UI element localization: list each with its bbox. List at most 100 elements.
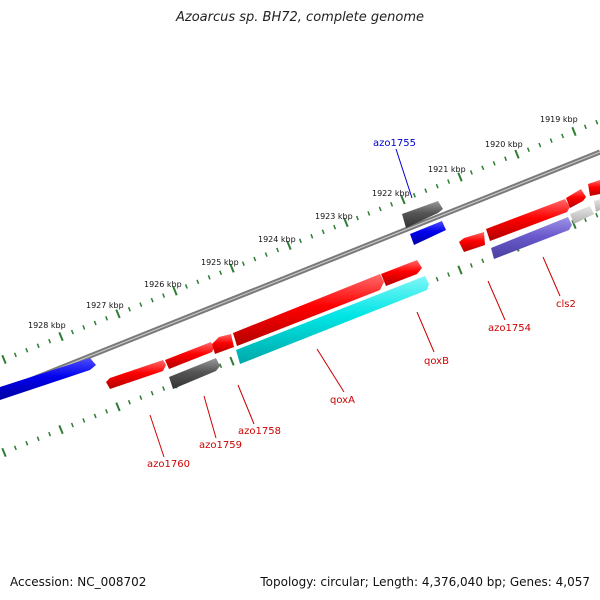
kbp-labels: 1919 kbp 1920 kbp 1921 kbp 1922 kbp 1923… (28, 115, 578, 330)
kbp-label-1921: 1921 kbp (428, 165, 466, 174)
scale-tick (105, 409, 109, 414)
inner-features (169, 199, 600, 389)
kbp-label-1924: 1924 kbp (258, 235, 296, 244)
gene-arrow-azo1754 (459, 232, 485, 252)
accession-text: Accession: NC_008702 (10, 575, 147, 589)
scale-tick (150, 297, 154, 303)
gene-arrow-purple (491, 217, 572, 259)
gene-label-azo1754[interactable]: azo1754 (488, 323, 531, 334)
scale-tick (196, 279, 200, 285)
scale-tick (139, 302, 143, 307)
outer-tick-scale (1, 119, 599, 364)
scale-tick (412, 192, 416, 198)
gene-arrow-azo1760 (106, 360, 166, 389)
gene-arrow-qoxA (233, 274, 384, 346)
gene-arrow-azo1755 (410, 221, 446, 245)
outer-features (0, 180, 600, 400)
gene-arrow-gray-lower (169, 358, 220, 389)
scale-tick (595, 212, 599, 218)
scale-tick (549, 138, 553, 143)
scale-tick (276, 247, 280, 253)
label-leaders (149, 148, 561, 458)
scale-tick (469, 263, 473, 268)
scale-tick (127, 399, 131, 405)
scale-tick (1, 447, 7, 457)
gene-label-cls2[interactable]: cls2 (556, 299, 576, 310)
scale-tick (447, 179, 451, 184)
gene-arrow-red-b (588, 180, 600, 196)
scale-tick (162, 293, 166, 298)
scale-tick (424, 188, 428, 193)
scale-tick (82, 418, 86, 423)
kbp-label-1922: 1922 kbp (372, 189, 410, 198)
scale-tick (70, 422, 74, 428)
scale-tick (481, 258, 485, 264)
gene-arrow-cls2 (486, 199, 570, 241)
scale-tick (253, 256, 257, 262)
gene-label-azo1760[interactable]: azo1760 (147, 459, 190, 470)
scale-tick (36, 436, 40, 442)
kbp-label-1928: 1928 kbp (28, 321, 66, 330)
scale-tick (333, 224, 337, 230)
gene-arrow-qoxB (381, 260, 422, 286)
gene-label-qoxA[interactable]: qoxA (330, 395, 355, 406)
kbp-label-1923: 1923 kbp (315, 212, 353, 221)
gene-label-azo1755[interactable]: azo1755 (373, 138, 416, 149)
scale-tick (264, 252, 268, 257)
scale-tick (481, 165, 485, 171)
scale-tick (447, 272, 451, 277)
scale-tick (343, 218, 349, 228)
scale-tick (229, 263, 235, 273)
scale-tick (229, 356, 235, 366)
gene-arrow-gray-top (402, 201, 443, 228)
gene-arrow-cyan (236, 276, 429, 364)
scale-tick (435, 276, 439, 282)
scale-tick (321, 229, 325, 235)
kbp-label-1925: 1925 kbp (201, 258, 239, 267)
kbp-label-1926: 1926 kbp (144, 280, 182, 289)
genome-backbone (0, 149, 600, 395)
scale-tick (492, 161, 496, 166)
scale-tick (457, 172, 463, 182)
gene-arrow-azo1758 (212, 334, 234, 354)
gene-arrow-azo1759 (165, 342, 214, 369)
scale-tick (526, 147, 530, 152)
gene-arrow-light (570, 206, 594, 224)
scale-tick (310, 233, 314, 239)
scale-tick (58, 332, 64, 342)
gene-label-qoxB[interactable]: qoxB (424, 356, 449, 367)
gene-labels: azo1755 azo1754 cls2 qoxB qoxA azo1758 a… (147, 138, 576, 470)
scale-tick (70, 329, 74, 335)
scale-tick (298, 238, 302, 244)
scale-tick (241, 261, 245, 266)
scale-tick (571, 126, 577, 136)
scale-tick (82, 325, 86, 330)
scale-tick (184, 284, 188, 289)
kbp-label-1927: 1927 kbp (86, 301, 124, 310)
scale-tick (595, 119, 599, 125)
gene-label-azo1758[interactable]: azo1758 (238, 426, 281, 437)
scale-tick (571, 219, 577, 229)
gene-arrow-left-blue (0, 358, 96, 400)
scale-tick (435, 183, 439, 189)
scale-tick (93, 413, 97, 419)
genome-summary-text: Topology: circular; Length: 4,376,040 bp… (260, 575, 590, 589)
kbp-label-1920: 1920 kbp (485, 140, 523, 149)
scale-tick (172, 286, 178, 296)
scale-tick (457, 265, 463, 275)
scale-tick (504, 156, 508, 162)
scale-tick (219, 363, 223, 369)
scale-tick (139, 395, 143, 400)
gene-label-azo1759[interactable]: azo1759 (199, 440, 242, 451)
scale-tick (115, 402, 121, 412)
scale-tick (150, 390, 154, 396)
scale-tick (25, 347, 29, 353)
scale-tick (93, 320, 97, 326)
scale-tick (1, 354, 7, 364)
scale-tick (105, 316, 109, 321)
scale-tick (162, 386, 166, 391)
scale-tick (13, 352, 17, 358)
scale-tick (378, 206, 382, 212)
scale-tick (583, 124, 587, 130)
